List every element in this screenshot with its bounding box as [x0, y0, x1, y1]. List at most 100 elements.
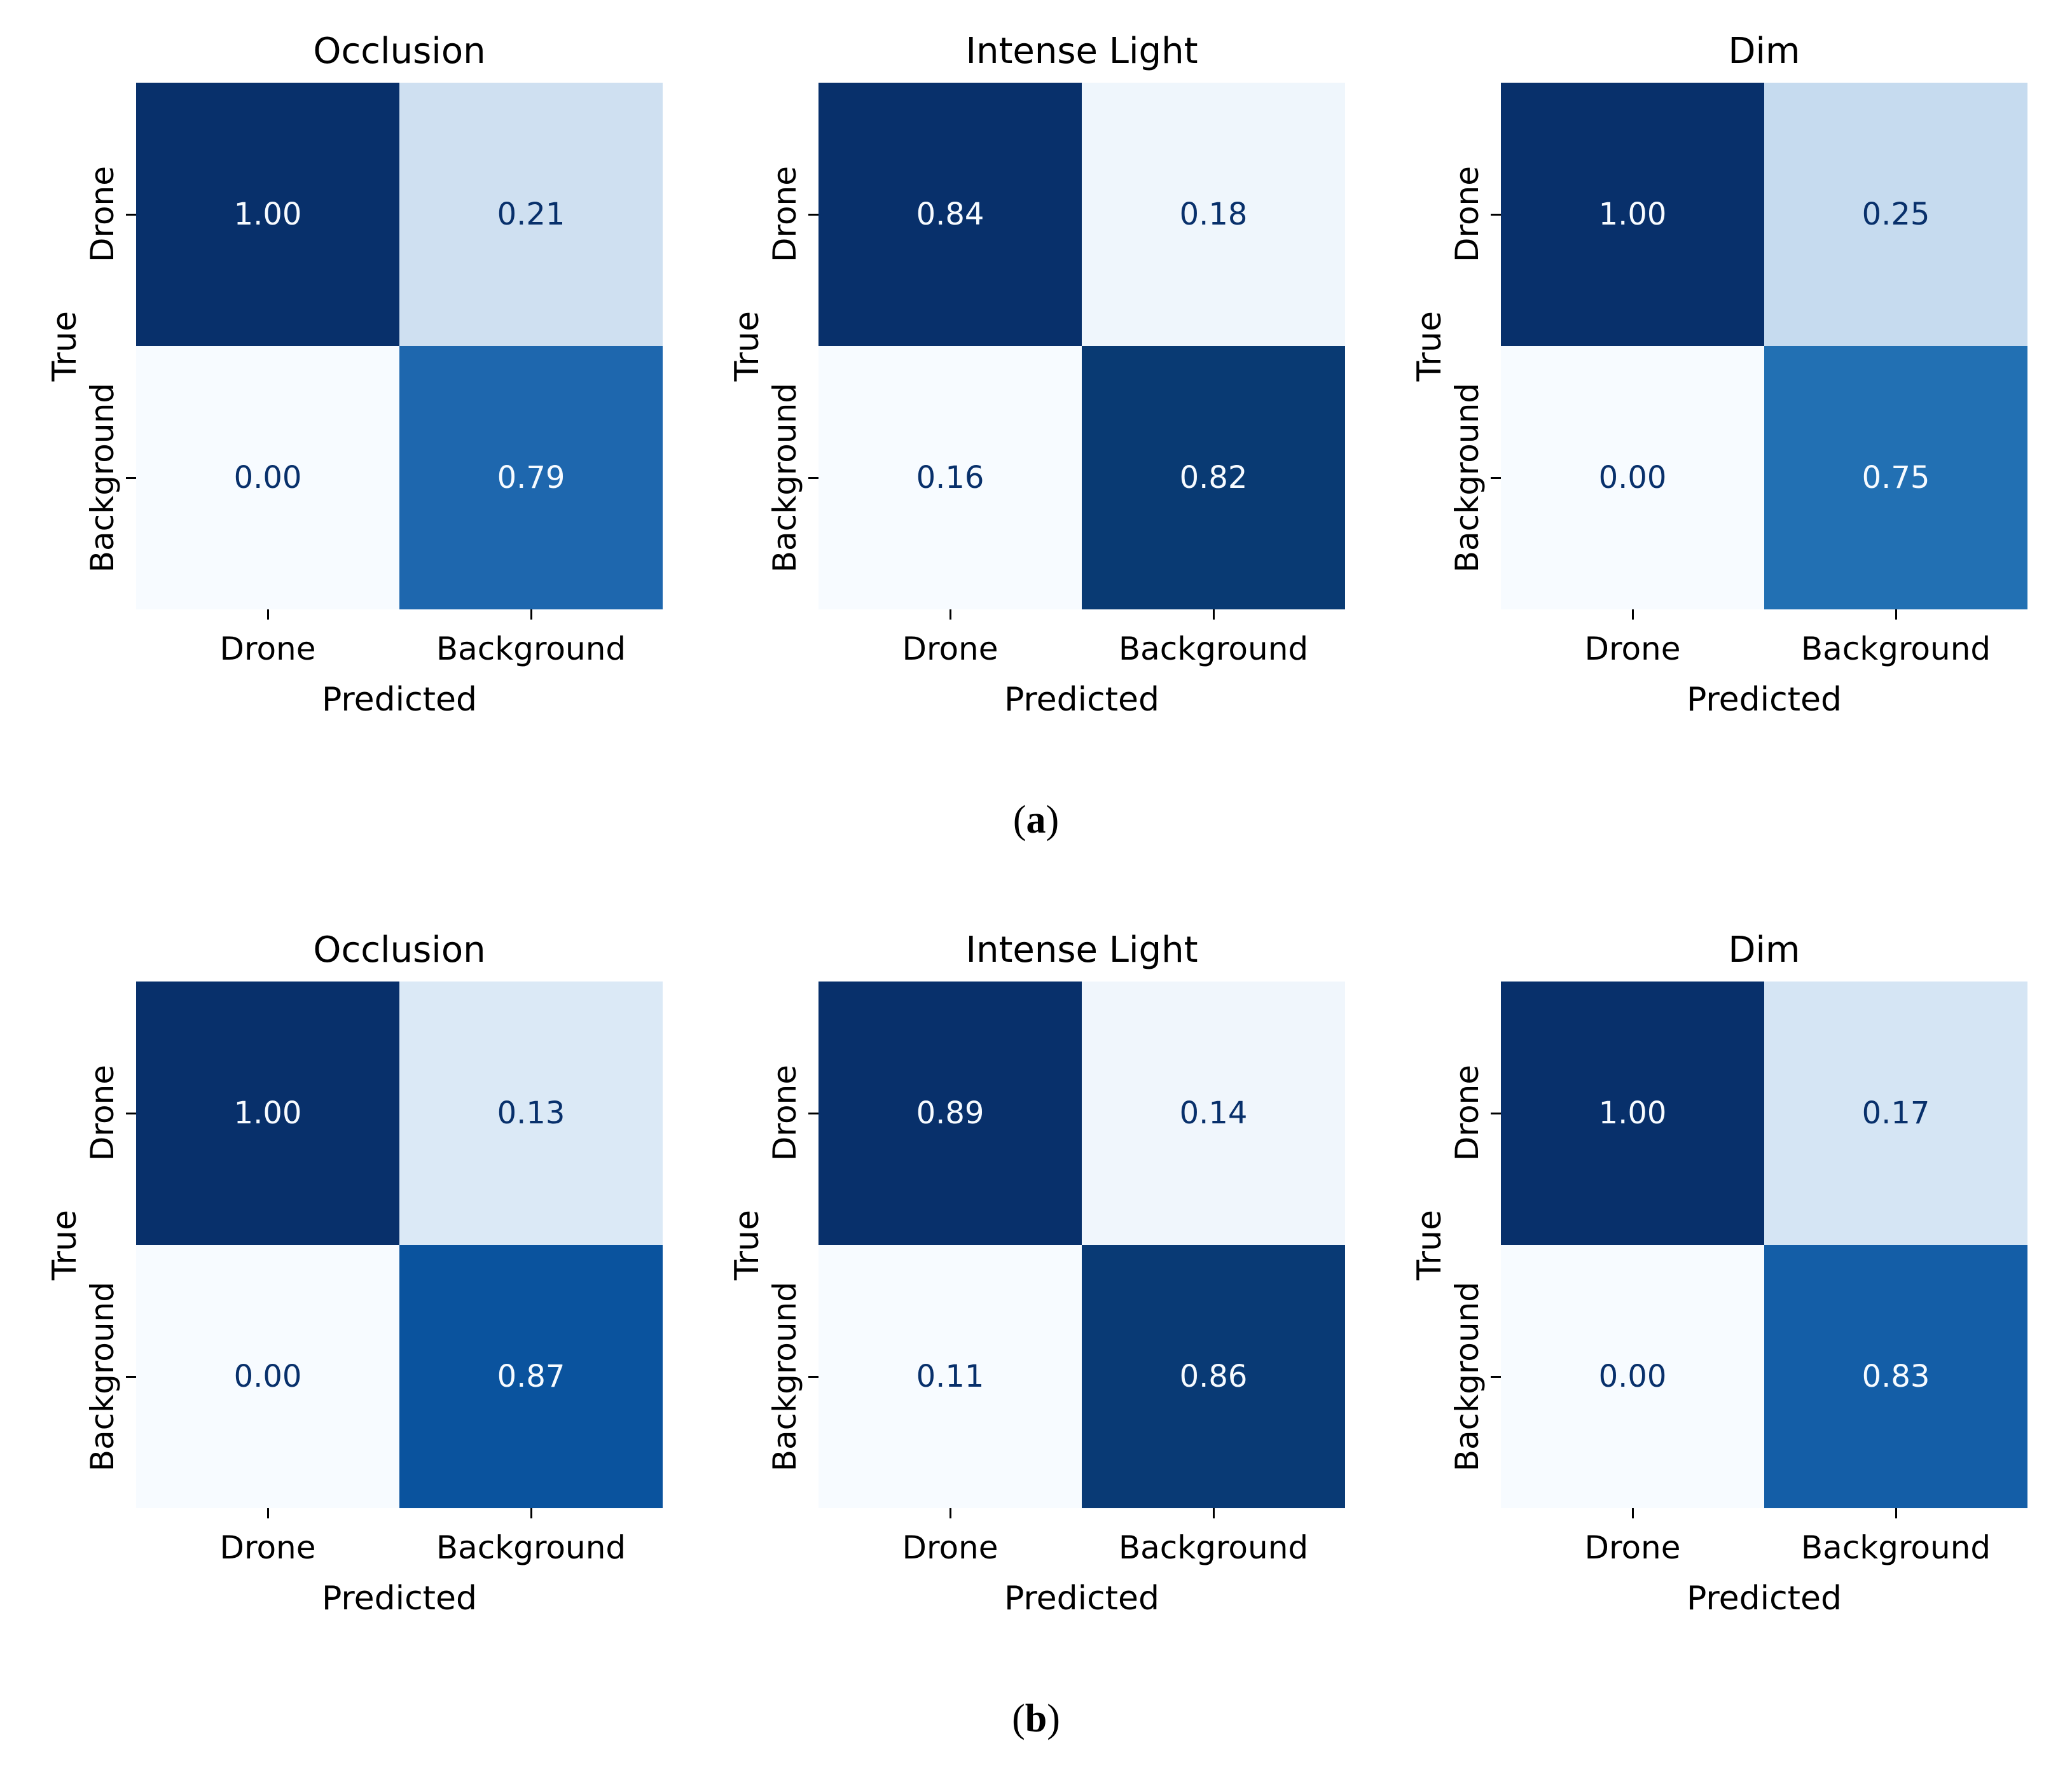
x-tick-label: Background [1118, 1529, 1309, 1566]
caption-letter: b [1025, 1697, 1047, 1740]
y-axis-ticks: Drone Background [1449, 982, 1501, 1508]
x-tick-label: Background [436, 630, 626, 667]
heatmap: 1.00 0.13 0.00 0.87 [136, 982, 663, 1508]
heatmap-cell: 0.87 [399, 1245, 663, 1508]
panel-title: Intense Light [965, 929, 1198, 971]
heatmap: 0.89 0.14 0.11 0.86 [818, 982, 1345, 1508]
confusion-matrix-panel-b-occlusion: Occlusion True Drone Background 1.00 0.1… [45, 918, 663, 1625]
y-tick-label: Drone [84, 1065, 121, 1162]
y-axis-label: True [1409, 982, 1450, 1508]
heatmap: 1.00 0.25 0.00 0.75 [1501, 83, 2027, 609]
x-axis-ticks [136, 609, 663, 625]
heatmap-cell: 0.00 [136, 346, 399, 609]
x-tick-label: Drone [1584, 630, 1681, 667]
caption-paren: ) [1046, 798, 1060, 842]
confusion-matrix-panel-b-dim: Dim True Drone Background 1.00 0.17 0.00… [1409, 918, 2027, 1625]
x-tick-mark [1895, 1508, 1897, 1518]
x-axis-tick-labels: Drone Background [136, 1523, 663, 1572]
y-axis-label-text: True [46, 310, 84, 382]
y-tick: Background [1449, 346, 1501, 609]
x-axis-label: Predicted [321, 681, 478, 719]
y-tick: Drone [84, 982, 136, 1245]
x-tick-mark [530, 609, 532, 620]
y-axis-label-text: True [1411, 1209, 1449, 1280]
panel-title: Dim [1728, 30, 1800, 72]
y-axis-ticks: Drone Background [84, 982, 136, 1508]
y-axis-ticks: Drone Background [1449, 83, 1501, 609]
x-tick-label: Drone [1584, 1529, 1681, 1566]
heatmap-cell: 0.17 [1764, 982, 2027, 1245]
x-axis-label: Predicted [321, 1579, 478, 1618]
heatmap: 0.84 0.18 0.16 0.82 [818, 83, 1345, 609]
x-tick-mark [1212, 609, 1215, 620]
x-tick-mark [1895, 609, 1897, 620]
y-axis-label-text: True [1411, 310, 1449, 382]
x-tick-label: Drone [902, 630, 998, 667]
caption-paren: ( [1012, 798, 1026, 842]
x-tick-label: Drone [902, 1529, 998, 1566]
y-axis-label-text: True [728, 1209, 766, 1280]
y-tick: Drone [766, 83, 818, 346]
heatmap-cell: 0.16 [818, 346, 1082, 609]
y-tick-mark [1491, 1112, 1501, 1114]
heatmap-cell: 0.18 [1082, 83, 1345, 346]
subfigure-caption-a: (a) [45, 798, 2027, 843]
y-tick: Drone [766, 982, 818, 1245]
x-tick-label: Background [1118, 630, 1309, 667]
x-tick-mark [1212, 1508, 1215, 1518]
y-tick-mark [126, 1375, 136, 1378]
y-tick-mark [126, 1112, 136, 1114]
heatmap-cell: 0.86 [1082, 1245, 1345, 1508]
heatmap-cell: 1.00 [136, 982, 399, 1245]
x-axis-tick-labels: Drone Background [1501, 625, 2027, 673]
x-axis-tick-labels: Drone Background [818, 1523, 1345, 1572]
y-tick-mark [1491, 1375, 1501, 1378]
heatmap-cell: 0.84 [818, 83, 1082, 346]
x-tick-mark [949, 609, 951, 620]
heatmap-cell: 0.82 [1082, 346, 1345, 609]
x-axis-ticks [818, 609, 1345, 625]
x-tick-mark [266, 609, 269, 620]
x-axis-ticks [818, 1508, 1345, 1523]
confusion-matrix-panel-a-dim: Dim True Drone Background 1.00 0.25 0.00… [1409, 19, 2027, 726]
x-axis-label: Predicted [1004, 1579, 1160, 1618]
panel-title: Dim [1728, 929, 1800, 971]
x-axis-tick-labels: Drone Background [1501, 1523, 2027, 1572]
x-axis-ticks [136, 1508, 663, 1523]
y-tick-mark [1491, 213, 1501, 216]
y-tick: Drone [1449, 982, 1501, 1245]
heatmap-cell: 0.79 [399, 346, 663, 609]
heatmap-cell: 0.00 [1501, 346, 1764, 609]
heatmap-cell: 0.13 [399, 982, 663, 1245]
x-axis-tick-labels: Drone Background [136, 625, 663, 673]
panel-strip-a: Occlusion True Drone Background 1.00 0.2… [45, 19, 2027, 726]
x-tick-label: Background [436, 1529, 626, 1566]
y-tick-label: Background [766, 382, 803, 573]
y-axis-ticks: Drone Background [766, 83, 818, 609]
heatmap-cell: 0.83 [1764, 1245, 2027, 1508]
y-axis-label: True [45, 83, 85, 609]
panel-title: Intense Light [965, 30, 1198, 72]
caption-paren: ) [1047, 1697, 1060, 1740]
y-axis-label: True [45, 982, 85, 1508]
confusion-matrix-panel-a-intense-light: Intense Light True Drone Background 0.84… [727, 19, 1345, 726]
x-tick-mark [1631, 1508, 1634, 1518]
y-tick-label: Background [1449, 1281, 1486, 1472]
heatmap: 1.00 0.21 0.00 0.79 [136, 83, 663, 609]
x-tick-mark [530, 1508, 532, 1518]
y-tick: Background [84, 346, 136, 609]
confusion-matrix-panel-a-occlusion: Occlusion True Drone Background 1.00 0.2… [45, 19, 663, 726]
x-axis-label: Predicted [1004, 681, 1160, 719]
y-tick-label: Background [766, 1281, 803, 1472]
y-tick: Drone [84, 83, 136, 346]
confusion-matrix-panel-b-intense-light: Intense Light True Drone Background 0.89… [727, 918, 1345, 1625]
heatmap-cell: 0.14 [1082, 982, 1345, 1245]
x-axis-label: Predicted [1686, 1579, 1842, 1618]
heatmap-cell: 0.89 [818, 982, 1082, 1245]
heatmap-cell: 0.00 [136, 1245, 399, 1508]
y-tick: Background [766, 1245, 818, 1508]
y-tick: Drone [1449, 83, 1501, 346]
caption-paren: ( [1012, 1697, 1025, 1740]
y-axis-label: True [727, 83, 768, 609]
